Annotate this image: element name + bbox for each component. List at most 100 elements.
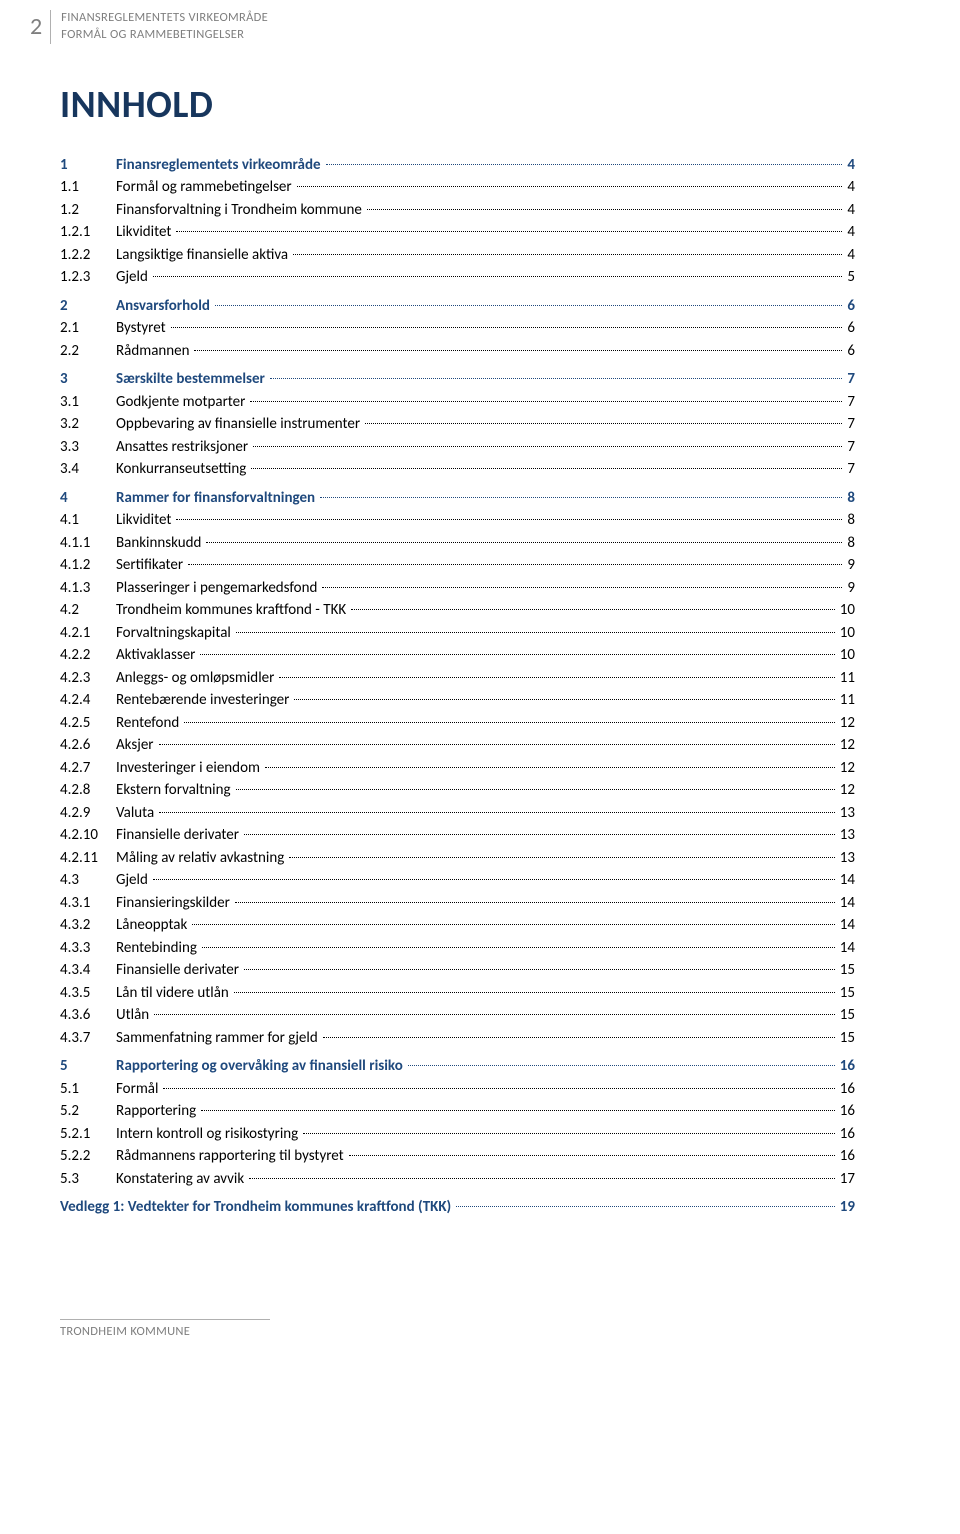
toc-leader: [154, 1014, 835, 1015]
toc-leader: [201, 1110, 835, 1111]
toc-leader: [408, 1065, 835, 1066]
toc-number: 2: [60, 295, 116, 318]
toc-leader: [250, 401, 842, 402]
toc-page: 12: [836, 712, 855, 735]
header-line-1: FINANSREGLEMENTETS VIRKEOMRÅDE: [61, 10, 268, 27]
header-text: FINANSREGLEMENTETS VIRKEOMRÅDE FORMÅL OG…: [61, 10, 268, 44]
toc-page: 14: [836, 937, 855, 960]
toc-label: Investeringer i eiendom: [116, 757, 264, 780]
toc-entry: 4.3.5Lån til videre utlån15: [60, 982, 855, 1005]
toc-label: Ekstern forvaltning: [116, 779, 235, 802]
toc-number: 4.2.2: [60, 644, 116, 667]
header-line-2: FORMÅL OG RAMMEBETINGELSER: [61, 27, 268, 44]
toc-label: Sammenfatning rammer for gjeld: [116, 1027, 322, 1050]
toc-entry: 1.2Finansforvaltning i Trondheim kommune…: [60, 199, 855, 222]
toc-entry: 4.2.11Måling av relativ avkastning13: [60, 847, 855, 870]
toc-entry: 4.2.10Finansielle derivater13: [60, 824, 855, 847]
toc-leader: [351, 609, 835, 610]
toc-label: Vedlegg 1: Vedtekter for Trondheim kommu…: [60, 1196, 455, 1219]
toc-entry: 2.2Rådmannen6: [60, 340, 855, 363]
toc-leader: [206, 542, 842, 543]
toc-entry: 4.2.7Investeringer i eiendom12: [60, 757, 855, 780]
toc-leader: [244, 834, 835, 835]
toc-leader: [367, 209, 843, 210]
toc-entry: 5.2Rapportering16: [60, 1100, 855, 1123]
toc-number: 4.2.10: [60, 824, 116, 847]
toc-label: Finansieringskilder: [116, 892, 234, 915]
toc-label: Aksjer: [116, 734, 158, 757]
toc-number: 5.2.2: [60, 1145, 116, 1168]
toc-number: 4.2.11: [60, 847, 116, 870]
toc-leader: [234, 992, 835, 993]
toc-number: 4.2.6: [60, 734, 116, 757]
toc-number: 3.3: [60, 436, 116, 459]
page-header: 2 FINANSREGLEMENTETS VIRKEOMRÅDE FORMÅL …: [30, 10, 855, 44]
toc-entry: 3Særskilte bestemmelser7: [60, 368, 855, 391]
toc-number: 4.3: [60, 869, 116, 892]
toc-leader: [279, 677, 834, 678]
toc-page: 15: [836, 1027, 855, 1050]
toc-label: Utlån: [116, 1004, 153, 1027]
toc-page: 15: [836, 959, 855, 982]
toc-label: Rammer for finansforvaltningen: [116, 487, 319, 510]
toc-page: 16: [836, 1145, 855, 1168]
toc-label: Låneopptak: [116, 914, 191, 937]
toc-page: 16: [836, 1055, 855, 1078]
toc-number: 1.2.1: [60, 221, 116, 244]
toc-page: 6: [843, 340, 855, 363]
toc-page: 10: [836, 644, 855, 667]
footer-text: TRONDHEIM KOMMUNE: [60, 1324, 270, 1339]
toc-number: 5.1: [60, 1078, 116, 1101]
toc-leader: [236, 632, 835, 633]
toc-label: Aktivaklasser: [116, 644, 199, 667]
toc-page: 9: [843, 577, 855, 600]
toc-entry: 5.3Konstatering av avvik17: [60, 1168, 855, 1191]
toc-page: 19: [836, 1196, 855, 1219]
toc-label: Lån til videre utlån: [116, 982, 233, 1005]
page-title: INNHOLD: [60, 82, 855, 128]
toc-entry: 4Rammer for finansforvaltningen8: [60, 487, 855, 510]
toc-number: 4.3.3: [60, 937, 116, 960]
toc-leader: [293, 254, 842, 255]
toc-entry: 4.3.4Finansielle derivater15: [60, 959, 855, 982]
toc-label: Finansielle derivater: [116, 824, 243, 847]
toc-page: 14: [836, 892, 855, 915]
toc-number: 2.1: [60, 317, 116, 340]
toc-leader: [171, 327, 843, 328]
toc-page: 11: [836, 689, 855, 712]
toc-label: Anleggs- og omløpsmidler: [116, 667, 278, 690]
toc-page: 10: [836, 599, 855, 622]
toc-leader: [323, 1037, 835, 1038]
toc-page: 6: [843, 295, 855, 318]
toc-leader: [192, 924, 834, 925]
toc-label: Oppbevaring av finansielle instrumenter: [116, 413, 364, 436]
toc-entry: 3.1Godkjente motparter7: [60, 391, 855, 414]
toc-label: Sertifikater: [116, 554, 187, 577]
toc-leader: [176, 231, 842, 232]
toc-number: 4.3.5: [60, 982, 116, 1005]
toc-entry: 1.1Formål og rammebetingelser4: [60, 176, 855, 199]
toc-number: 5.3: [60, 1168, 116, 1191]
toc-entry: 4.2.4Rentebærende investeringer11: [60, 689, 855, 712]
toc-label: Formål: [116, 1078, 162, 1101]
toc-label: Rentebærende investeringer: [116, 689, 293, 712]
toc-entry: 4.3.1Finansieringskilder14: [60, 892, 855, 915]
toc-number: 4.3.6: [60, 1004, 116, 1027]
toc-leader: [303, 1133, 835, 1134]
toc-entry: 5.2.1Intern kontroll og risikostyring16: [60, 1123, 855, 1146]
toc-entry: 4.3Gjeld14: [60, 869, 855, 892]
page-number: 2: [30, 10, 50, 44]
toc-page: 4: [843, 176, 855, 199]
toc-label: Forvaltningskapital: [116, 622, 235, 645]
toc-entry: 4.3.6Utlån15: [60, 1004, 855, 1027]
toc-number: 4.1.3: [60, 577, 116, 600]
toc-entry: 4.2Trondheim kommunes kraftfond - TKK10: [60, 599, 855, 622]
toc-entry: 1.2.3Gjeld5: [60, 266, 855, 289]
toc-entry: 5.1Formål16: [60, 1078, 855, 1101]
toc-label: Finansreglementets virkeområde: [116, 154, 325, 177]
toc-label: Gjeld: [116, 266, 152, 289]
toc-leader: [326, 164, 843, 165]
toc-number: 3: [60, 368, 116, 391]
toc-number: 3.1: [60, 391, 116, 414]
toc-page: 10: [836, 622, 855, 645]
